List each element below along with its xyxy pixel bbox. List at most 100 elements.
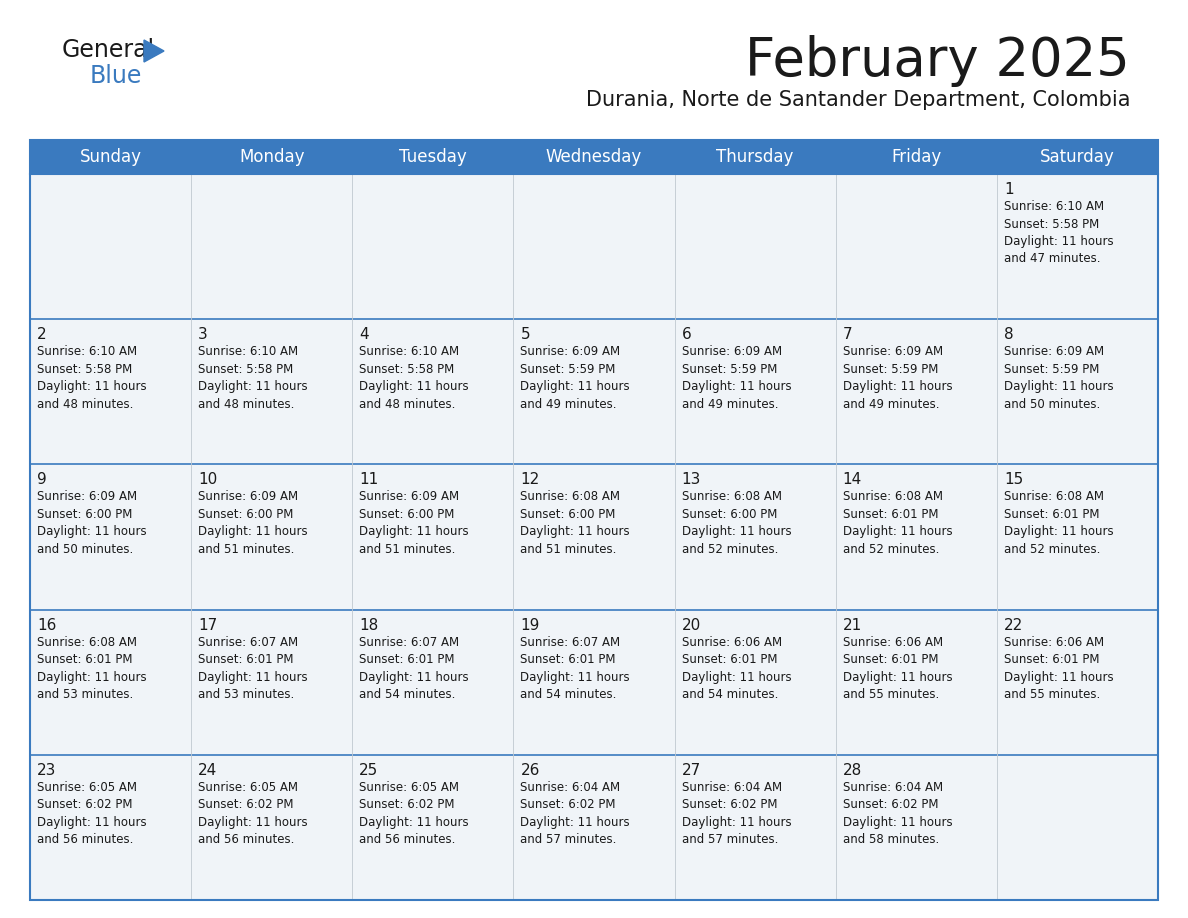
Text: 19: 19 [520, 618, 539, 633]
Text: 14: 14 [842, 473, 862, 487]
Text: Friday: Friday [891, 148, 941, 166]
Bar [513, 465, 675, 610]
Text: Sunrise: 6:09 AM
Sunset: 5:59 PM
Daylight: 11 hours
and 49 minutes.: Sunrise: 6:09 AM Sunset: 5:59 PM Dayligh… [842, 345, 953, 410]
Bar [513, 319, 675, 465]
Text: Sunrise: 6:05 AM
Sunset: 6:02 PM
Daylight: 11 hours
and 56 minutes.: Sunrise: 6:05 AM Sunset: 6:02 PM Dayligh… [37, 781, 146, 846]
Text: Sunrise: 6:06 AM
Sunset: 6:01 PM
Daylight: 11 hours
and 54 minutes.: Sunrise: 6:06 AM Sunset: 6:01 PM Dayligh… [682, 635, 791, 701]
Bar [191, 319, 353, 465]
Text: 27: 27 [682, 763, 701, 778]
Bar [997, 319, 1158, 465]
Bar [30, 174, 191, 319]
Bar [30, 140, 1158, 900]
Text: Sunrise: 6:05 AM
Sunset: 6:02 PM
Daylight: 11 hours
and 56 minutes.: Sunrise: 6:05 AM Sunset: 6:02 PM Dayligh… [359, 781, 469, 846]
Bar [835, 465, 997, 610]
Text: 5: 5 [520, 327, 530, 342]
Bar [835, 319, 997, 465]
Text: Sunrise: 6:08 AM
Sunset: 6:01 PM
Daylight: 11 hours
and 52 minutes.: Sunrise: 6:08 AM Sunset: 6:01 PM Dayligh… [842, 490, 953, 556]
Bar [30, 465, 191, 610]
Bar [835, 755, 997, 900]
Bar [997, 465, 1158, 610]
Text: Sunrise: 6:09 AM
Sunset: 6:00 PM
Daylight: 11 hours
and 51 minutes.: Sunrise: 6:09 AM Sunset: 6:00 PM Dayligh… [359, 490, 469, 556]
Text: Sunrise: 6:08 AM
Sunset: 6:00 PM
Daylight: 11 hours
and 52 minutes.: Sunrise: 6:08 AM Sunset: 6:00 PM Dayligh… [682, 490, 791, 556]
Bar [675, 755, 835, 900]
Text: Sunrise: 6:10 AM
Sunset: 5:58 PM
Daylight: 11 hours
and 48 minutes.: Sunrise: 6:10 AM Sunset: 5:58 PM Dayligh… [359, 345, 469, 410]
Text: 10: 10 [198, 473, 217, 487]
Text: Tuesday: Tuesday [399, 148, 467, 166]
Text: Sunrise: 6:07 AM
Sunset: 6:01 PM
Daylight: 11 hours
and 53 minutes.: Sunrise: 6:07 AM Sunset: 6:01 PM Dayligh… [198, 635, 308, 701]
Bar [353, 610, 513, 755]
Bar [191, 174, 353, 319]
Text: Sunrise: 6:05 AM
Sunset: 6:02 PM
Daylight: 11 hours
and 56 minutes.: Sunrise: 6:05 AM Sunset: 6:02 PM Dayligh… [198, 781, 308, 846]
Text: Sunday: Sunday [80, 148, 141, 166]
Text: Saturday: Saturday [1040, 148, 1114, 166]
Text: 15: 15 [1004, 473, 1023, 487]
Bar [675, 465, 835, 610]
Bar [513, 174, 675, 319]
Text: 8: 8 [1004, 327, 1013, 342]
Text: Sunrise: 6:04 AM
Sunset: 6:02 PM
Daylight: 11 hours
and 57 minutes.: Sunrise: 6:04 AM Sunset: 6:02 PM Dayligh… [520, 781, 630, 846]
Text: General: General [62, 38, 156, 62]
Bar [353, 755, 513, 900]
Text: Thursday: Thursday [716, 148, 794, 166]
Text: Blue: Blue [90, 64, 143, 88]
Bar [997, 174, 1158, 319]
Text: Sunrise: 6:06 AM
Sunset: 6:01 PM
Daylight: 11 hours
and 55 minutes.: Sunrise: 6:06 AM Sunset: 6:01 PM Dayligh… [1004, 635, 1113, 701]
Text: Sunrise: 6:07 AM
Sunset: 6:01 PM
Daylight: 11 hours
and 54 minutes.: Sunrise: 6:07 AM Sunset: 6:01 PM Dayligh… [520, 635, 630, 701]
Text: Sunrise: 6:09 AM
Sunset: 5:59 PM
Daylight: 11 hours
and 49 minutes.: Sunrise: 6:09 AM Sunset: 5:59 PM Dayligh… [682, 345, 791, 410]
Text: Durania, Norte de Santander Department, Colombia: Durania, Norte de Santander Department, … [586, 90, 1130, 110]
Text: 7: 7 [842, 327, 852, 342]
Text: Sunrise: 6:08 AM
Sunset: 6:01 PM
Daylight: 11 hours
and 52 minutes.: Sunrise: 6:08 AM Sunset: 6:01 PM Dayligh… [1004, 490, 1113, 556]
Bar [997, 610, 1158, 755]
Text: 3: 3 [198, 327, 208, 342]
Bar [30, 140, 1158, 174]
Text: 23: 23 [37, 763, 56, 778]
Text: Sunrise: 6:08 AM
Sunset: 6:00 PM
Daylight: 11 hours
and 51 minutes.: Sunrise: 6:08 AM Sunset: 6:00 PM Dayligh… [520, 490, 630, 556]
Bar [191, 610, 353, 755]
Text: Sunrise: 6:10 AM
Sunset: 5:58 PM
Daylight: 11 hours
and 47 minutes.: Sunrise: 6:10 AM Sunset: 5:58 PM Dayligh… [1004, 200, 1113, 265]
Bar [353, 174, 513, 319]
Text: 28: 28 [842, 763, 862, 778]
Polygon shape [144, 40, 164, 62]
Text: 16: 16 [37, 618, 56, 633]
Text: Sunrise: 6:07 AM
Sunset: 6:01 PM
Daylight: 11 hours
and 54 minutes.: Sunrise: 6:07 AM Sunset: 6:01 PM Dayligh… [359, 635, 469, 701]
Text: Sunrise: 6:09 AM
Sunset: 5:59 PM
Daylight: 11 hours
and 49 minutes.: Sunrise: 6:09 AM Sunset: 5:59 PM Dayligh… [520, 345, 630, 410]
Bar [191, 465, 353, 610]
Bar [835, 610, 997, 755]
Text: 2: 2 [37, 327, 46, 342]
Bar [675, 174, 835, 319]
Bar [191, 755, 353, 900]
Bar [353, 319, 513, 465]
Text: Sunrise: 6:08 AM
Sunset: 6:01 PM
Daylight: 11 hours
and 53 minutes.: Sunrise: 6:08 AM Sunset: 6:01 PM Dayligh… [37, 635, 146, 701]
Text: 26: 26 [520, 763, 539, 778]
Text: Sunrise: 6:04 AM
Sunset: 6:02 PM
Daylight: 11 hours
and 58 minutes.: Sunrise: 6:04 AM Sunset: 6:02 PM Dayligh… [842, 781, 953, 846]
Text: Sunrise: 6:09 AM
Sunset: 6:00 PM
Daylight: 11 hours
and 50 minutes.: Sunrise: 6:09 AM Sunset: 6:00 PM Dayligh… [37, 490, 146, 556]
Bar [30, 319, 191, 465]
Bar [30, 610, 191, 755]
Text: Sunrise: 6:04 AM
Sunset: 6:02 PM
Daylight: 11 hours
and 57 minutes.: Sunrise: 6:04 AM Sunset: 6:02 PM Dayligh… [682, 781, 791, 846]
Bar [513, 755, 675, 900]
Bar [675, 319, 835, 465]
Text: 24: 24 [198, 763, 217, 778]
Bar [675, 610, 835, 755]
Text: Sunrise: 6:10 AM
Sunset: 5:58 PM
Daylight: 11 hours
and 48 minutes.: Sunrise: 6:10 AM Sunset: 5:58 PM Dayligh… [37, 345, 146, 410]
Text: 4: 4 [359, 327, 369, 342]
Text: 25: 25 [359, 763, 379, 778]
Bar [513, 610, 675, 755]
Bar [30, 755, 191, 900]
Text: 22: 22 [1004, 618, 1023, 633]
Text: 1: 1 [1004, 182, 1013, 197]
Text: Sunrise: 6:06 AM
Sunset: 6:01 PM
Daylight: 11 hours
and 55 minutes.: Sunrise: 6:06 AM Sunset: 6:01 PM Dayligh… [842, 635, 953, 701]
Text: 21: 21 [842, 618, 862, 633]
Text: Sunrise: 6:09 AM
Sunset: 5:59 PM
Daylight: 11 hours
and 50 minutes.: Sunrise: 6:09 AM Sunset: 5:59 PM Dayligh… [1004, 345, 1113, 410]
Text: 17: 17 [198, 618, 217, 633]
Text: 20: 20 [682, 618, 701, 633]
Bar [997, 755, 1158, 900]
Text: Sunrise: 6:09 AM
Sunset: 6:00 PM
Daylight: 11 hours
and 51 minutes.: Sunrise: 6:09 AM Sunset: 6:00 PM Dayligh… [198, 490, 308, 556]
Text: 9: 9 [37, 473, 46, 487]
Text: 12: 12 [520, 473, 539, 487]
Text: 18: 18 [359, 618, 379, 633]
Text: Sunrise: 6:10 AM
Sunset: 5:58 PM
Daylight: 11 hours
and 48 minutes.: Sunrise: 6:10 AM Sunset: 5:58 PM Dayligh… [198, 345, 308, 410]
Bar [835, 174, 997, 319]
Text: 13: 13 [682, 473, 701, 487]
Bar [353, 465, 513, 610]
